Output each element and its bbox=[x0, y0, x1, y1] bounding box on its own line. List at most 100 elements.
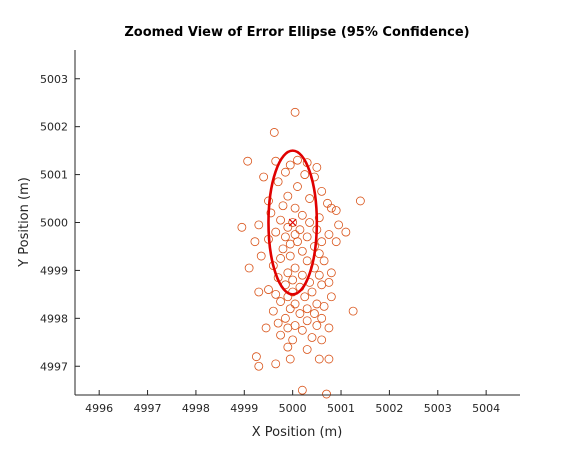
data-point-39 bbox=[324, 230, 334, 239]
x-tick-label-5002: 5002 bbox=[375, 402, 403, 415]
data-point-81 bbox=[290, 299, 300, 309]
data-point-49 bbox=[278, 244, 288, 254]
data-point-102 bbox=[288, 335, 298, 345]
y-tick-label-4998: 4998 bbox=[40, 312, 68, 325]
data-point-73 bbox=[288, 287, 298, 297]
data-point-103 bbox=[317, 335, 327, 345]
data-point-21 bbox=[326, 203, 336, 213]
y-tick-label-5003: 5003 bbox=[40, 73, 68, 86]
data-point-9 bbox=[300, 170, 310, 179]
data-point-86 bbox=[268, 306, 278, 316]
data-point-24 bbox=[266, 208, 276, 218]
data-point-11 bbox=[259, 172, 269, 182]
data-point-84 bbox=[302, 304, 312, 314]
data-point-61 bbox=[283, 268, 293, 278]
data-point-99 bbox=[297, 325, 307, 335]
data-point-78 bbox=[271, 289, 281, 299]
data-point-50 bbox=[297, 246, 307, 256]
data-point-63 bbox=[314, 270, 324, 280]
y-tick-label-4997: 4997 bbox=[40, 360, 68, 373]
x-tick-label-4996: 4996 bbox=[85, 402, 113, 415]
data-point-101 bbox=[307, 333, 317, 342]
data-point-92 bbox=[302, 316, 312, 326]
data-point-40 bbox=[281, 232, 290, 242]
plot-area bbox=[237, 107, 365, 399]
data-point-52 bbox=[256, 251, 266, 261]
data-point-79 bbox=[326, 292, 336, 302]
data-point-1 bbox=[269, 128, 279, 137]
data-point-59 bbox=[290, 263, 300, 273]
data-point-15 bbox=[283, 191, 293, 201]
x-tick-label-5003: 5003 bbox=[424, 402, 452, 415]
data-point-56 bbox=[319, 256, 329, 266]
data-point-28 bbox=[288, 218, 298, 227]
y-ticks: 4997 4998 4999 5000 5001 5002 5003 bbox=[40, 73, 80, 373]
data-point-71 bbox=[324, 277, 334, 287]
data-point-109 bbox=[285, 354, 295, 364]
x-tick-label-4997: 4997 bbox=[134, 402, 162, 415]
error-ellipse-layer bbox=[267, 149, 319, 296]
data-point-100 bbox=[276, 330, 285, 340]
y-tick-label-5001: 5001 bbox=[40, 169, 68, 182]
data-points bbox=[237, 107, 365, 399]
data-point-0 bbox=[290, 107, 300, 117]
data-point-72 bbox=[264, 285, 273, 294]
data-point-110 bbox=[271, 359, 281, 369]
data-point-7 bbox=[312, 162, 322, 172]
data-point-107 bbox=[314, 354, 324, 364]
data-point-19 bbox=[278, 201, 288, 211]
data-point-80 bbox=[276, 297, 285, 306]
data-point-25 bbox=[297, 210, 307, 220]
y-axis-label: Y Position (m) bbox=[17, 177, 32, 268]
data-point-30 bbox=[254, 220, 264, 230]
data-point-12 bbox=[273, 177, 283, 187]
data-point-91 bbox=[317, 313, 327, 323]
data-point-97 bbox=[283, 323, 293, 333]
data-point-105 bbox=[302, 345, 312, 354]
x-tick-label-5004: 5004 bbox=[472, 402, 500, 415]
data-point-95 bbox=[312, 321, 322, 330]
data-point-108 bbox=[324, 354, 334, 364]
data-point-85 bbox=[319, 301, 329, 311]
x-ticks: 4996 4997 4998 4999 5000 5001 5002 5003 5004 bbox=[85, 390, 500, 415]
x-tick-label-5001: 5001 bbox=[327, 402, 355, 415]
data-point-96 bbox=[261, 323, 271, 333]
data-point-77 bbox=[300, 292, 310, 302]
data-point-62 bbox=[297, 270, 307, 280]
data-point-53 bbox=[285, 251, 295, 261]
data-point-45 bbox=[317, 237, 327, 247]
data-point-37 bbox=[271, 227, 281, 237]
x-tick-label-5000: 5000 bbox=[279, 402, 307, 415]
data-point-29 bbox=[305, 218, 314, 227]
error-ellipse bbox=[267, 149, 319, 296]
data-point-46 bbox=[285, 239, 295, 249]
data-point-98 bbox=[324, 323, 334, 333]
data-point-74 bbox=[307, 287, 317, 297]
data-point-57 bbox=[244, 263, 254, 273]
x-tick-label-4998: 4998 bbox=[182, 402, 210, 415]
data-point-48 bbox=[331, 237, 341, 247]
data-point-22 bbox=[331, 206, 341, 215]
data-point-4 bbox=[285, 160, 295, 170]
data-point-104 bbox=[283, 342, 293, 352]
data-point-33 bbox=[295, 225, 305, 235]
x-tick-label-4999: 4999 bbox=[230, 402, 258, 415]
data-point-43 bbox=[250, 237, 260, 247]
chart-title: Zoomed View of Error Ellipse (95% Confid… bbox=[124, 25, 469, 40]
data-point-83 bbox=[285, 304, 295, 314]
data-point-35 bbox=[334, 220, 344, 230]
center-marker bbox=[288, 218, 297, 227]
data-point-13 bbox=[293, 182, 302, 191]
data-point-87 bbox=[295, 309, 305, 318]
data-point-26 bbox=[314, 213, 324, 223]
data-point-16 bbox=[305, 194, 314, 203]
y-tick-label-4999: 4999 bbox=[40, 264, 68, 277]
data-point-23 bbox=[355, 196, 365, 206]
data-point-14 bbox=[317, 186, 327, 196]
y-tick-label-5002: 5002 bbox=[40, 121, 68, 134]
data-point-112 bbox=[297, 385, 307, 395]
x-axis-label: X Position (m) bbox=[252, 425, 343, 440]
data-point-93 bbox=[273, 318, 283, 328]
